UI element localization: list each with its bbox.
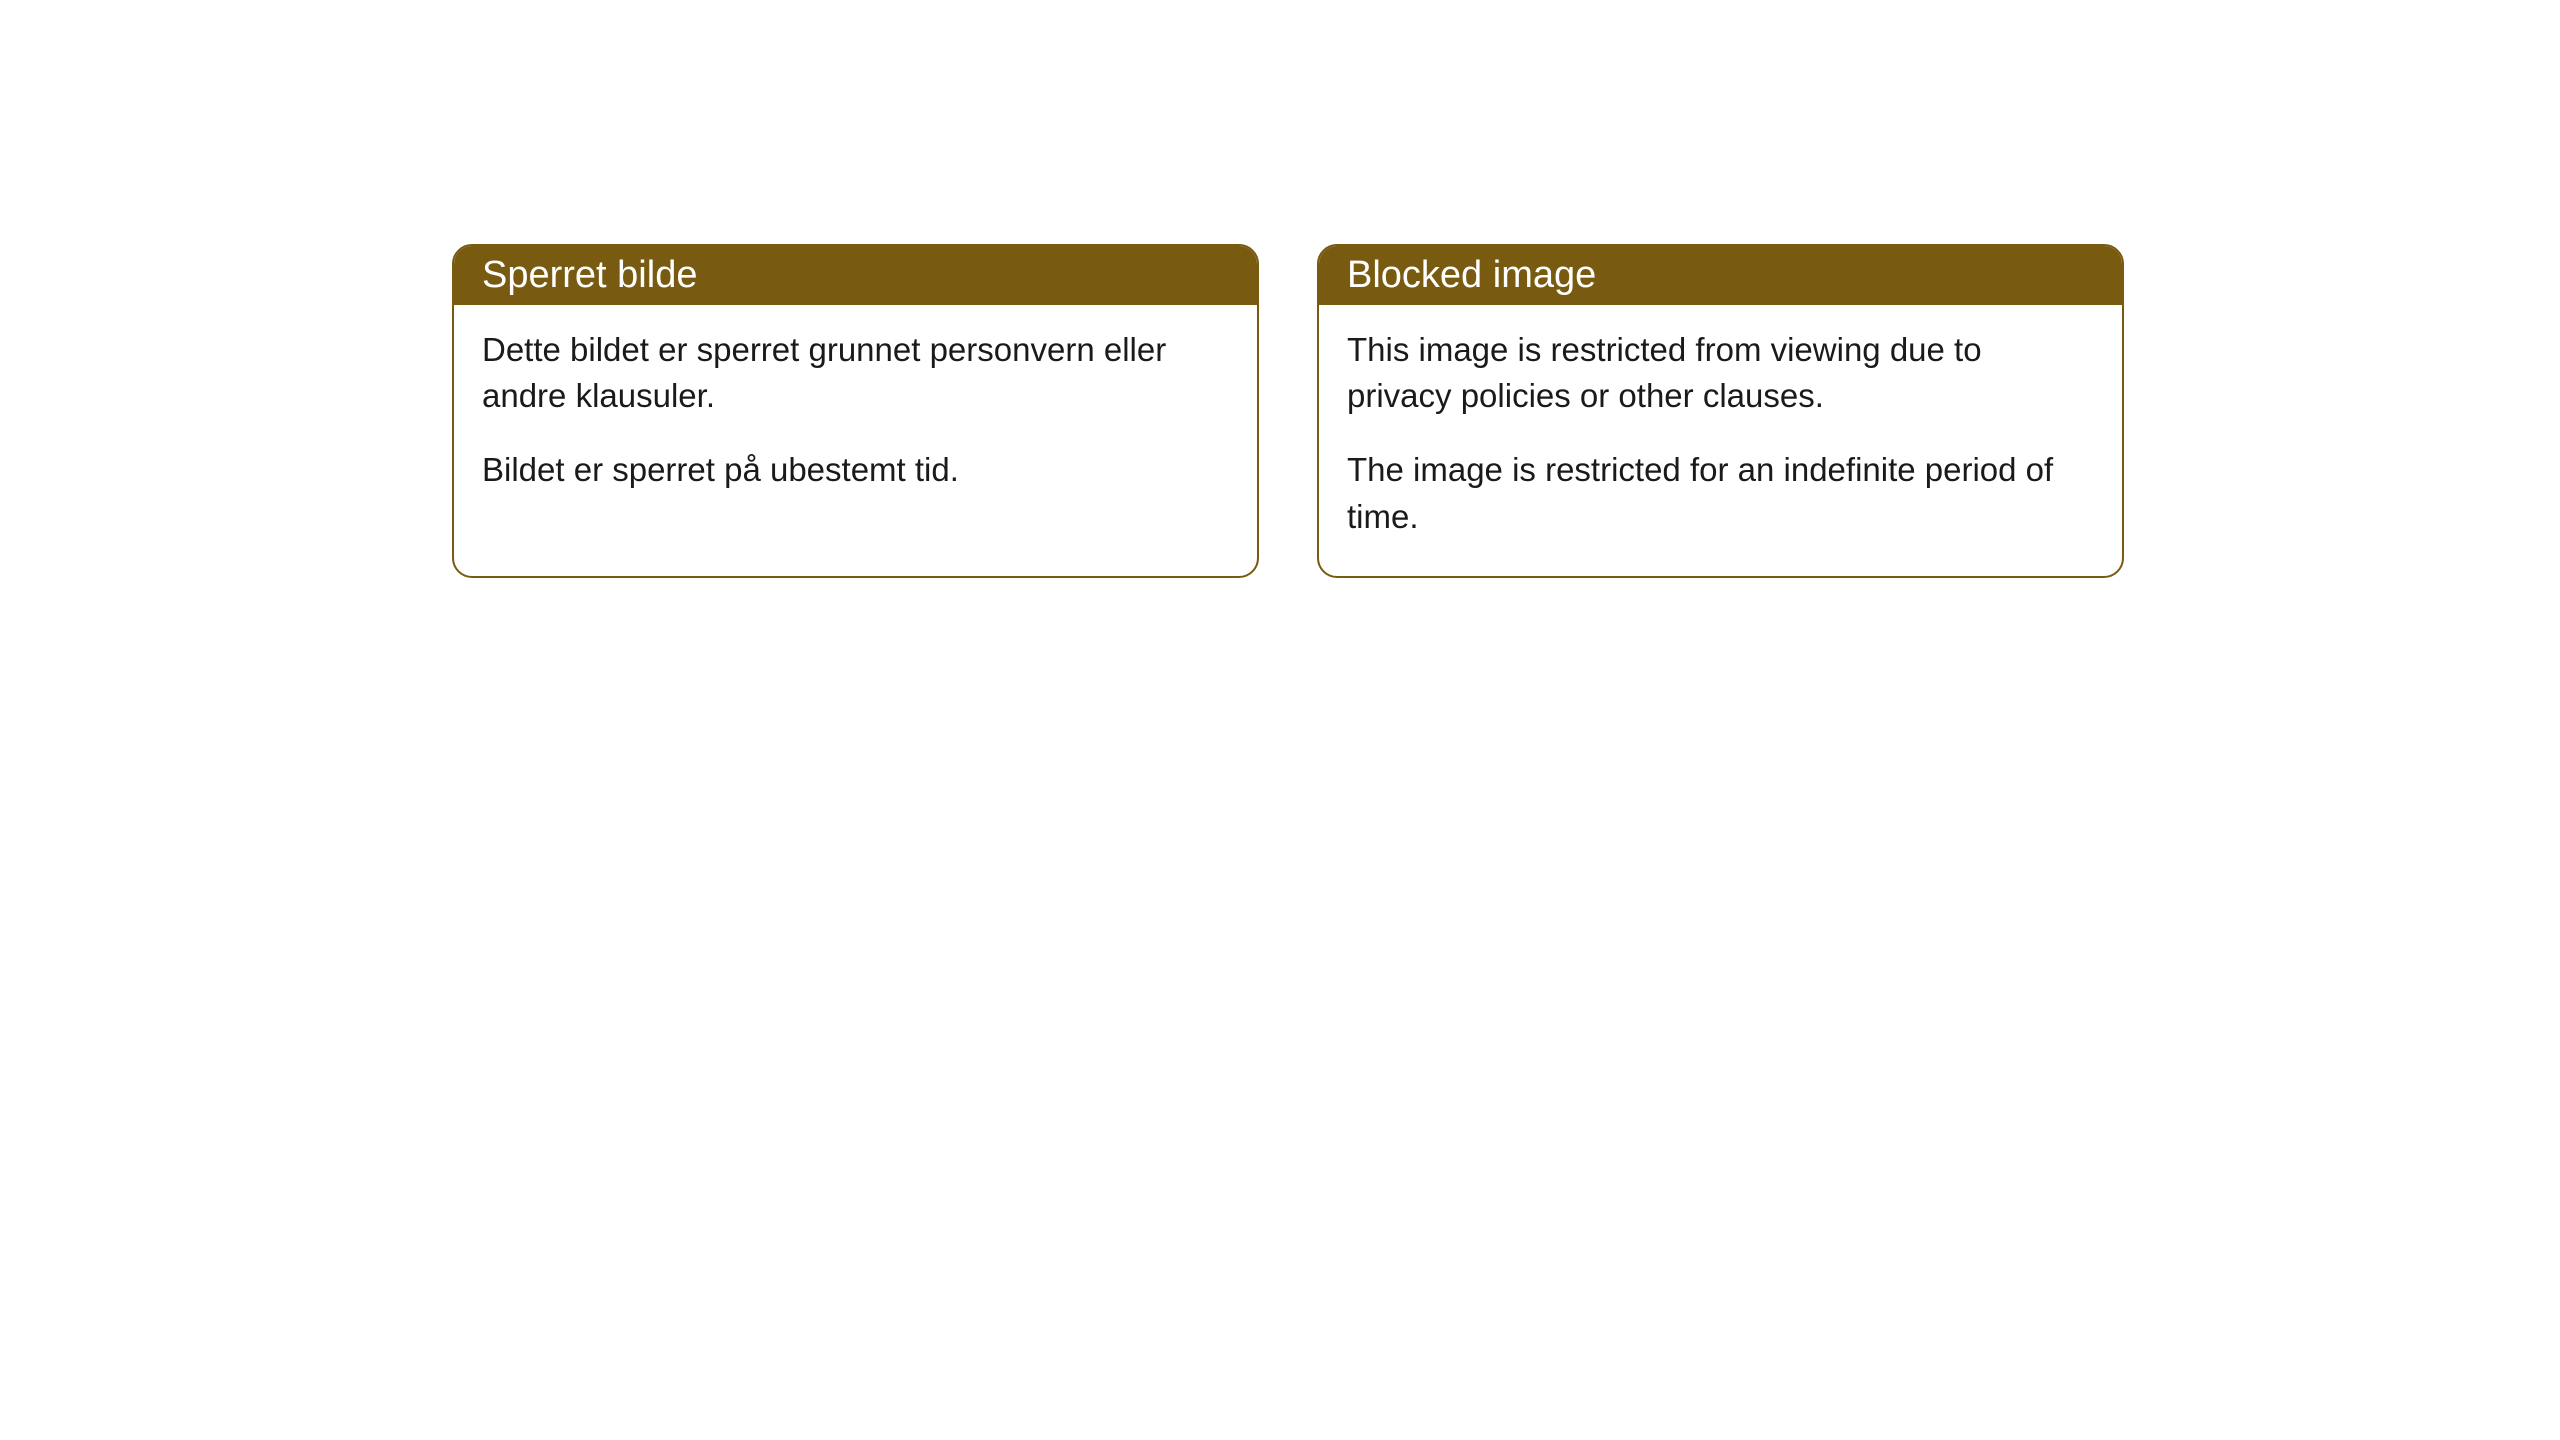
blocked-image-card-norwegian: Sperret bilde Dette bildet er sperret gr… (452, 244, 1259, 578)
card-paragraph: Dette bildet er sperret grunnet personve… (482, 327, 1229, 419)
card-body: This image is restricted from viewing du… (1319, 305, 2122, 576)
card-title: Blocked image (1347, 254, 1596, 296)
card-title: Sperret bilde (482, 254, 697, 296)
card-header: Sperret bilde (454, 246, 1257, 305)
cards-container: Sperret bilde Dette bildet er sperret gr… (452, 244, 2124, 578)
card-paragraph: The image is restricted for an indefinit… (1347, 447, 2094, 539)
card-paragraph: Bildet er sperret på ubestemt tid. (482, 447, 1229, 493)
blocked-image-card-english: Blocked image This image is restricted f… (1317, 244, 2124, 578)
card-paragraph: This image is restricted from viewing du… (1347, 327, 2094, 419)
card-header: Blocked image (1319, 246, 2122, 305)
card-body: Dette bildet er sperret grunnet personve… (454, 305, 1257, 530)
